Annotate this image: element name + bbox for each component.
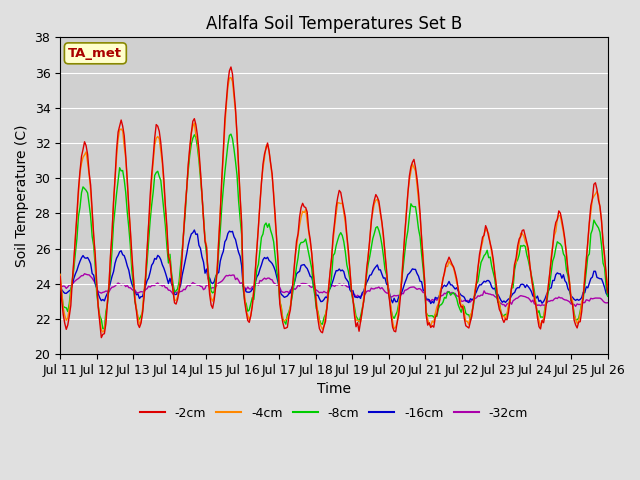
Text: TA_met: TA_met: [68, 47, 122, 60]
Title: Alfalfa Soil Temperatures Set B: Alfalfa Soil Temperatures Set B: [206, 15, 462, 33]
Y-axis label: Soil Temperature (C): Soil Temperature (C): [15, 124, 29, 267]
X-axis label: Time: Time: [317, 383, 351, 396]
Legend: -2cm, -4cm, -8cm, -16cm, -32cm: -2cm, -4cm, -8cm, -16cm, -32cm: [134, 402, 533, 424]
